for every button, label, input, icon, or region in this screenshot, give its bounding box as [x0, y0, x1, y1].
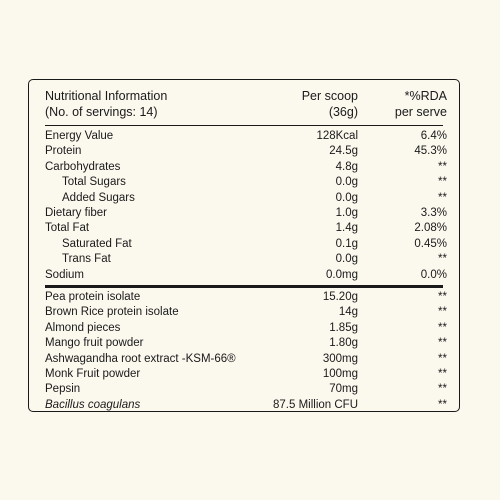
row-value: 1.0g: [335, 206, 358, 219]
row-value: 300mg: [322, 352, 358, 365]
table-row: Carbohydrates 4.8g **: [45, 160, 447, 175]
header-title-line1: Nutritional Information: [45, 89, 168, 103]
nutrition-panel: Nutritional Information (No. of servings…: [28, 79, 460, 412]
table-row: Added Sugars 0.0g **: [45, 191, 447, 206]
row-name: Energy Value: [45, 130, 114, 142]
row-value: 1.4g: [335, 222, 358, 235]
header-rda: *%RDA per serve: [361, 88, 447, 120]
row-rda: 45.3%: [414, 145, 447, 158]
row-rda: **: [438, 306, 447, 319]
row-name: Sodium: [45, 268, 84, 281]
row-name: Saturated Fat: [62, 237, 132, 250]
table-header: Nutritional Information (No. of servings…: [29, 80, 459, 125]
table-row: Energy Value 128Kcal 6.4%: [45, 129, 447, 144]
row-name: Total Sugars: [62, 176, 126, 189]
table-row: Almond pieces 1.85g **: [45, 321, 447, 336]
row-name: Added Sugars: [62, 191, 135, 204]
table-row: Total Sugars 0.0g **: [45, 175, 447, 190]
row-value: 0.0g: [335, 176, 358, 189]
table-row: Monk Fruit powder 100mg **: [45, 367, 447, 382]
table-row: Total Fat 1.4g 2.08%: [45, 221, 447, 236]
table-row: Sodium 0.0mg 0.0%: [45, 268, 447, 283]
row-rda: 6.4%: [420, 130, 447, 142]
row-value: 4.8g: [335, 160, 358, 173]
row-rda: **: [438, 253, 447, 266]
row-rda: 2.08%: [414, 222, 447, 235]
row-value: 1.80g: [329, 337, 358, 350]
row-rda: **: [438, 337, 447, 350]
table-row: Pea protein isolate 15.20g **: [45, 290, 447, 305]
row-name: Pepsin: [45, 383, 81, 396]
table-row: Saturated Fat 0.1g 0.45%: [45, 237, 447, 252]
row-name: Pea protein isolate: [45, 291, 141, 303]
row-name: Almond pieces: [45, 321, 121, 334]
row-value: 100mg: [322, 367, 358, 380]
row-value: 0.0mg: [326, 268, 358, 281]
row-value: 24.5g: [329, 145, 358, 158]
header-per-scoop-line2: (36g): [328, 105, 358, 119]
header-per-scoop: Per scoop (36g): [249, 88, 358, 120]
row-value: 1.85g: [329, 321, 358, 334]
table-row: Pepsin 70mg **: [45, 382, 447, 397]
row-rda: **: [438, 160, 447, 173]
table-row: Dietary fiber 1.0g 3.3%: [45, 206, 447, 221]
row-name: Mango fruit powder: [45, 337, 144, 350]
row-value: 0.1g: [335, 237, 358, 250]
ingredient-rows: Pea protein isolate 15.20g ** Brown Rice…: [45, 290, 447, 413]
header-rda-line2: per serve: [394, 105, 447, 119]
row-value: 0.0g: [335, 253, 358, 266]
row-name: Trans Fat: [62, 253, 111, 266]
row-rda: **: [438, 321, 447, 334]
table-row: Trans Fat 0.0g **: [45, 252, 447, 267]
header-title-line2: (No. of servings: 14): [45, 105, 158, 119]
row-name: Bacillus coagulans: [45, 398, 141, 411]
row-value: 14g: [338, 306, 358, 319]
row-name: Brown Rice protein isolate: [45, 306, 179, 319]
row-rda: **: [438, 191, 447, 204]
row-rda: **: [438, 352, 447, 365]
row-name: Ashwagandha root extract -KSM-66®: [45, 352, 236, 365]
header-per-scoop-line1: Per scoop: [301, 89, 358, 103]
row-rda: 0.45%: [414, 237, 447, 250]
row-value: 128Kcal: [316, 130, 358, 142]
table-row: Ashwagandha root extract -KSM-66® 300mg …: [45, 352, 447, 367]
row-rda: **: [438, 367, 447, 380]
row-value: 15.20g: [322, 291, 358, 303]
row-name: Protein: [45, 145, 82, 158]
row-name: Monk Fruit powder: [45, 367, 141, 380]
row-name: Dietary fiber: [45, 206, 107, 219]
row-value: 87.5 Million CFU: [273, 398, 358, 411]
row-rda: **: [438, 398, 447, 411]
header-rda-line1: *%RDA: [404, 89, 447, 103]
row-name: Carbohydrates: [45, 160, 121, 173]
row-rda: **: [438, 383, 447, 396]
table-row: Protein 24.5g 45.3%: [45, 144, 447, 159]
row-rda: 3.3%: [420, 206, 447, 219]
row-rda: **: [438, 176, 447, 189]
table-row: Bacillus coagulans 87.5 Million CFU **: [45, 398, 447, 413]
row-rda: 0.0%: [420, 268, 447, 281]
section-divider: [45, 285, 443, 288]
table-row: Brown Rice protein isolate 14g **: [45, 305, 447, 320]
row-rda: **: [438, 291, 447, 303]
header-title: Nutritional Information (No. of servings…: [45, 88, 167, 120]
nutrition-rows: Energy Value 128Kcal 6.4% Protein 24.5g …: [45, 129, 447, 283]
row-value: 0.0g: [335, 191, 358, 204]
row-value: 70mg: [329, 383, 358, 396]
row-name: Total Fat: [45, 222, 90, 235]
header-divider: [45, 125, 443, 126]
table-row: Mango fruit powder 1.80g **: [45, 336, 447, 351]
